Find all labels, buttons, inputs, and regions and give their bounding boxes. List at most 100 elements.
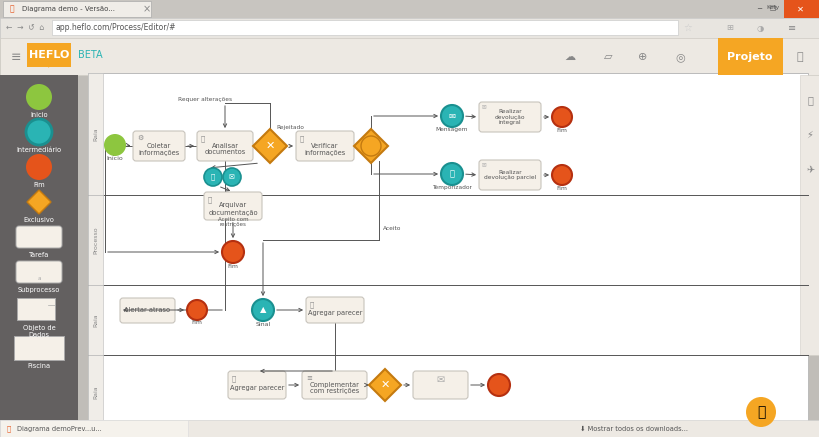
Circle shape [551,107,572,127]
FancyBboxPatch shape [16,261,62,283]
Text: Complementar
com restrições: Complementar com restrições [310,382,359,395]
Circle shape [26,84,52,110]
Text: Fim: Fim [33,182,45,188]
Text: Arquivar
documentação: Arquivar documentação [208,202,257,215]
Text: BETA: BETA [78,50,102,60]
Text: ⊞: ⊞ [726,24,733,32]
Circle shape [551,165,572,185]
Bar [52,20,677,35]
Text: ✉: ✉ [448,111,455,121]
Text: ✕: ✕ [380,380,389,390]
FancyBboxPatch shape [478,102,541,132]
Circle shape [745,397,775,427]
Bar [0,75,78,437]
Circle shape [251,299,274,321]
Text: ◎: ◎ [674,52,684,62]
Bar [88,285,103,355]
Text: ✕: ✕ [265,141,274,151]
Text: Mensagem: Mensagem [435,128,468,132]
Text: 🗋: 🗋 [7,425,11,432]
Text: Raia: Raia [93,386,98,399]
Bar [88,73,807,430]
Text: ∧: ∧ [381,419,388,429]
Text: Aceito com
restrições: Aceito com restrições [217,217,248,227]
Polygon shape [253,129,287,163]
Text: ✕: ✕ [795,4,803,14]
Text: ▱: ▱ [603,52,612,62]
FancyBboxPatch shape [197,131,253,161]
FancyBboxPatch shape [301,371,367,399]
Text: Processo: Processo [93,226,98,254]
Text: Projeto: Projeto [726,52,771,62]
Bar [88,355,103,430]
Bar [717,38,782,75]
Circle shape [223,168,241,186]
Bar [3,1,151,17]
Text: ≡: ≡ [11,51,21,63]
Text: ⚡: ⚡ [806,130,812,140]
Text: Fim: Fim [192,320,202,326]
Text: ×: × [143,4,151,14]
Text: Kely: Kely [765,5,778,10]
Text: ✉: ✉ [436,375,444,385]
Circle shape [365,141,376,151]
Text: Analisar
documentos: Analisar documentos [204,142,246,156]
Text: ▲: ▲ [260,305,266,315]
Bar [0,0,819,18]
Bar [0,420,819,437]
Bar [88,195,103,285]
Circle shape [104,134,126,156]
Text: 👤: 👤 [796,52,803,62]
Text: Inicio: Inicio [30,112,48,118]
FancyBboxPatch shape [478,160,541,190]
Bar [0,38,819,75]
Text: ☁: ☁ [563,52,575,62]
FancyBboxPatch shape [133,131,185,161]
Text: Coletar
informações: Coletar informações [138,142,179,156]
Circle shape [441,163,463,185]
Text: 👤: 👤 [208,196,212,203]
Text: Agregar parecer: Agregar parecer [229,385,284,391]
Text: ☆: ☆ [683,23,691,33]
Text: 🔧: 🔧 [806,95,812,105]
Text: 🕐: 🕐 [210,173,215,180]
Text: Início: Início [106,156,123,162]
Text: HEFLO: HEFLO [29,50,69,60]
Text: ⊕: ⊕ [637,52,647,62]
Polygon shape [27,190,51,214]
Text: Fim: Fim [556,128,567,132]
FancyBboxPatch shape [16,226,62,248]
Circle shape [487,374,509,396]
Circle shape [26,154,52,180]
Bar [783,0,819,18]
Text: Piscina: Piscina [27,363,51,369]
Text: 👤: 👤 [300,135,304,142]
Circle shape [187,300,206,320]
Text: ❐: ❐ [769,6,776,12]
Text: Fim: Fim [556,185,567,191]
Circle shape [26,119,52,145]
Text: Raia: Raia [93,313,98,327]
Text: Requer alterações: Requer alterações [178,97,232,103]
Polygon shape [369,369,400,401]
Text: Raia: Raia [93,127,98,141]
FancyBboxPatch shape [228,371,286,399]
Text: ✈: ✈ [805,165,813,175]
Text: Aceito: Aceito [382,225,400,230]
FancyBboxPatch shape [296,131,354,161]
Bar [14,336,64,360]
Text: ◑: ◑ [755,24,762,32]
Text: Temporizador: Temporizador [432,185,472,191]
Bar [88,73,103,195]
Bar [753,1,773,15]
FancyBboxPatch shape [120,298,174,323]
Text: Agregar parecer: Agregar parecer [307,310,362,316]
Text: 👤: 👤 [201,135,205,142]
Text: ▾: ▾ [48,63,51,69]
Text: Subprocesso: Subprocesso [18,287,60,293]
FancyBboxPatch shape [204,192,262,220]
Bar [17,298,55,320]
Text: app.heflo.com/Process/Editor/#: app.heflo.com/Process/Editor/# [56,23,176,32]
Text: 🕐: 🕐 [449,170,454,178]
Text: ✉: ✉ [482,105,486,110]
